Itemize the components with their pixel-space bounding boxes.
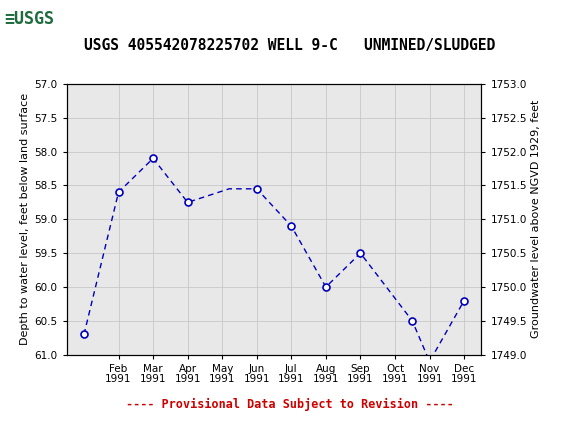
Text: ≡USGS: ≡USGS <box>5 10 55 28</box>
Y-axis label: Depth to water level, feet below land surface: Depth to water level, feet below land su… <box>20 93 30 345</box>
Y-axis label: Groundwater level above NGVD 1929, feet: Groundwater level above NGVD 1929, feet <box>531 100 541 338</box>
Text: ---- Provisional Data Subject to Revision ----: ---- Provisional Data Subject to Revisio… <box>126 398 454 411</box>
Text: USGS 405542078225702 WELL 9-C   UNMINED/SLUDGED: USGS 405542078225702 WELL 9-C UNMINED/SL… <box>84 38 496 52</box>
FancyBboxPatch shape <box>3 3 84 35</box>
